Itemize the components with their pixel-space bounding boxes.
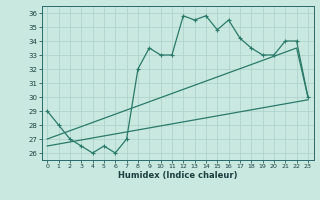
X-axis label: Humidex (Indice chaleur): Humidex (Indice chaleur) xyxy=(118,171,237,180)
